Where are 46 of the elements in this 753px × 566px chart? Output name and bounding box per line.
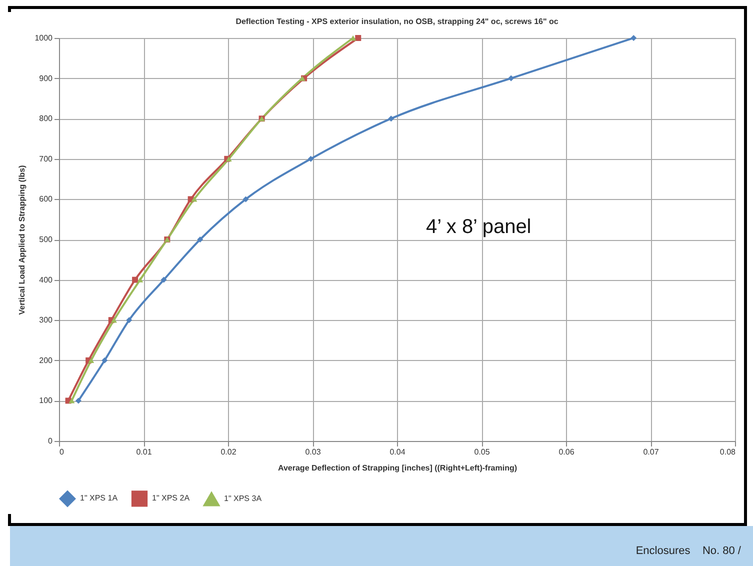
y-tick-label: 500 xyxy=(39,235,54,244)
point xyxy=(308,156,314,162)
point xyxy=(197,236,204,242)
point xyxy=(630,35,637,41)
point xyxy=(160,276,167,283)
point xyxy=(126,317,132,324)
legend-label: 1" XPS 1A xyxy=(80,494,118,503)
point xyxy=(68,398,75,404)
legend-label: 1" XPS 2A xyxy=(152,494,190,503)
point xyxy=(355,35,362,41)
point xyxy=(137,277,144,282)
y-tick-label: 100 xyxy=(39,396,54,406)
y-tick-label: 700 xyxy=(39,154,54,164)
point xyxy=(242,196,249,202)
point xyxy=(75,398,82,404)
x-tick-label: 0.03 xyxy=(305,448,322,456)
point xyxy=(102,357,108,364)
x-tick-label: 0 xyxy=(60,448,64,456)
y-axis-title: Vertical Load Applied to Strapping (lbs) xyxy=(18,164,27,315)
x-tick-label: 0.01 xyxy=(136,448,152,456)
legend-label: 1" XPS 3A xyxy=(224,494,262,504)
x-tick-label: 0.02 xyxy=(220,448,237,456)
y-tick-label: 800 xyxy=(39,114,54,124)
point xyxy=(388,116,394,122)
chart-title: Deflection Testing - XPS exterior insulation, no OSB, strapping 24" oc, screws 16" oc xyxy=(236,17,559,26)
x-tick-label: 0.07 xyxy=(643,448,660,456)
y-tick-label: 0 xyxy=(48,436,54,446)
point xyxy=(350,35,356,41)
y-tick-label: 1000 xyxy=(34,34,54,42)
y-tick-label: 600 xyxy=(39,194,54,204)
x-tick-label: 0.06 xyxy=(558,448,575,456)
y-tick-label: 900 xyxy=(39,74,54,83)
text: Enclosures No. 80 / xyxy=(636,545,741,557)
annotation: 4’ x 8’ panel xyxy=(426,216,532,239)
x-tick-label: 0.05 xyxy=(474,448,490,456)
x-axis-title: Average Deflection of Strapping [inches] ((Right+Left)-framing) xyxy=(278,464,518,472)
y-tick-label: 400 xyxy=(39,275,54,284)
y-tick-label: 200 xyxy=(39,356,54,365)
point xyxy=(191,196,198,202)
y-tick-label: 300 xyxy=(39,316,54,325)
point xyxy=(508,75,514,82)
point xyxy=(88,358,94,363)
point xyxy=(110,318,117,323)
point xyxy=(132,276,138,283)
x-tick-label: 0.08 xyxy=(720,448,736,456)
x-tick-label: 0.04 xyxy=(390,448,406,456)
